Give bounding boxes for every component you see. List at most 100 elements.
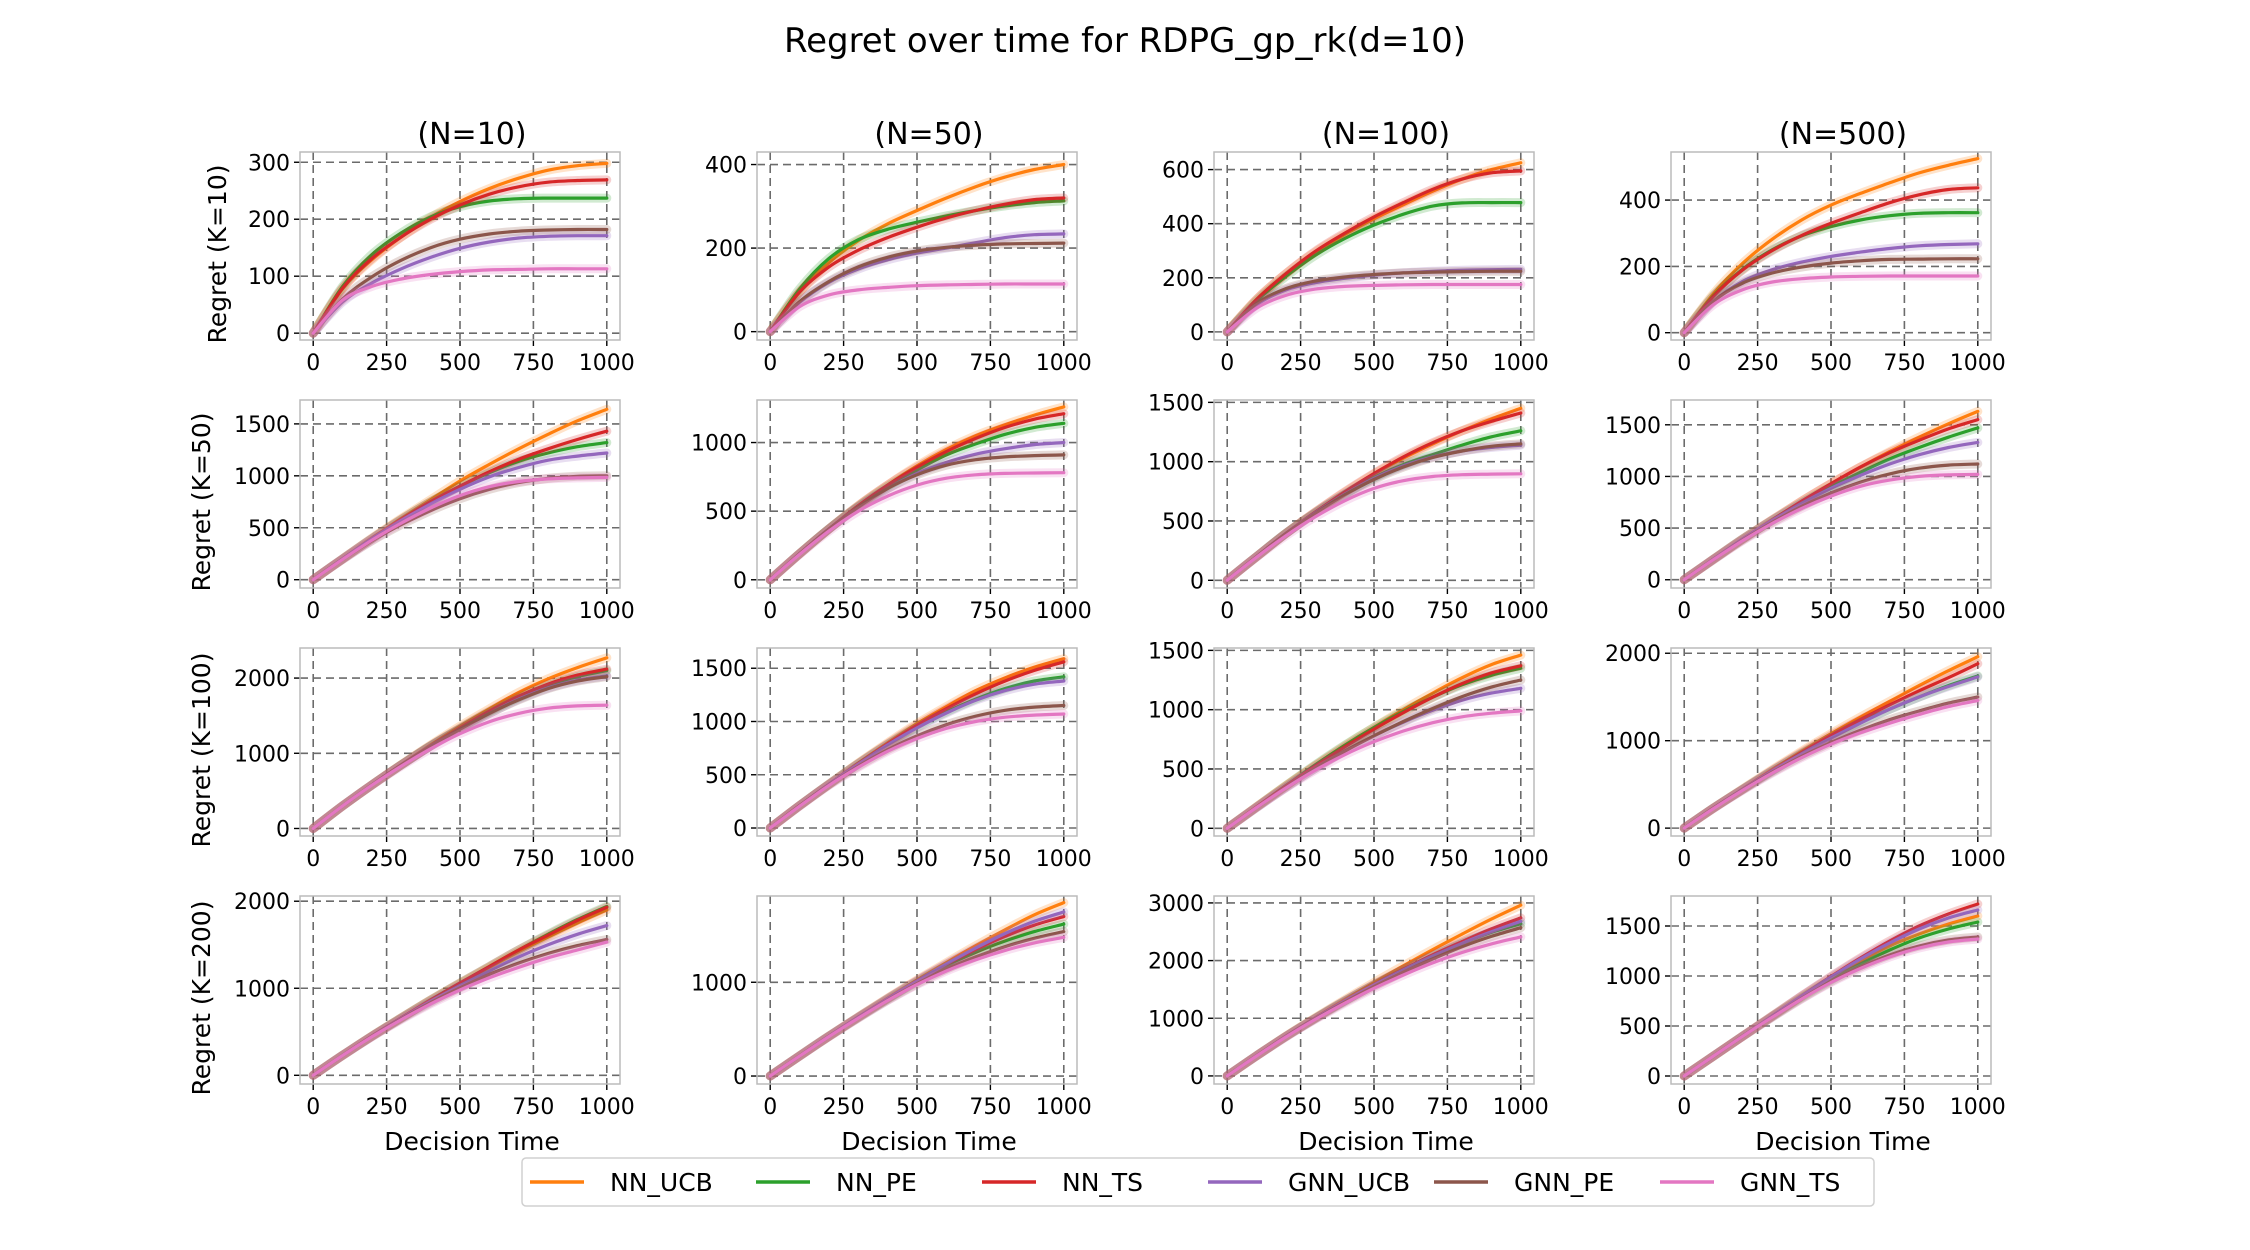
y-tick-label: 2000: [234, 667, 290, 692]
x-tick-label: 1000: [1036, 1095, 1092, 1120]
series-line-gnn-pe: [1225, 269, 1523, 334]
x-tick-label: 250: [366, 351, 408, 376]
subplot-r3-c3: 0 250 500 750 1000 0 500 1000 1500: [1148, 639, 1549, 872]
y-tick-label: 0: [1190, 1065, 1204, 1090]
axes-frame: [299, 151, 621, 341]
x-tick-label: 250: [1737, 847, 1779, 872]
x-tick-label: 0: [763, 1095, 777, 1120]
x-tick-label: 500: [439, 599, 481, 624]
x-tick-label: 500: [896, 351, 938, 376]
x-tick-label: 500: [439, 847, 481, 872]
axes-frame: [1213, 399, 1535, 589]
axes-frame: [299, 895, 621, 1085]
series-line-gnn-ts: [1682, 472, 1980, 582]
y-tick-label: 300: [248, 151, 290, 176]
legend-frame: [521, 1157, 1875, 1207]
series-line-nn-ts: [768, 196, 1066, 334]
y-tick-label: 500: [1162, 758, 1204, 783]
subplot-r2-c2: 0 250 500 750 1000 0 500 1000: [691, 399, 1092, 624]
axes-frame: [756, 895, 1078, 1085]
series-line-nn-pe: [768, 199, 1066, 334]
y-tick-label: 0: [276, 322, 290, 347]
x-tick-label: 750: [1883, 847, 1925, 872]
x-tick-label: 500: [1810, 351, 1852, 376]
axes-frame: [1670, 399, 1992, 589]
subplot-r1-c3: 0 250 500 750 1000 0 200 400 600: [1162, 151, 1549, 376]
x-tick-label: 250: [1737, 1095, 1779, 1120]
axes-frame: [1670, 895, 1992, 1085]
x-tick-label: 1000: [1493, 351, 1549, 376]
x-tick-label: 0: [1220, 351, 1234, 376]
x-tick-label: 750: [1426, 351, 1468, 376]
x-tick-label: 250: [1280, 847, 1322, 872]
x-tick-label: 250: [366, 1095, 408, 1120]
y-tick-label: 1500: [234, 413, 290, 438]
x-tick-label: 500: [1353, 847, 1395, 872]
xlabel-col-4: Decision Time: [1755, 1127, 1931, 1156]
x-tick-label: 750: [1426, 599, 1468, 624]
y-tick-label: 1500: [1148, 391, 1204, 416]
y-tick-label: 200: [248, 208, 290, 233]
y-tick-label: 400: [1619, 189, 1661, 214]
x-tick-label: 0: [306, 1095, 320, 1120]
series-line-gnn-ts: [311, 475, 609, 582]
x-tick-label: 0: [1677, 1095, 1691, 1120]
axes-frame: [756, 151, 1078, 341]
y-tick-label: 0: [276, 569, 290, 594]
x-tick-label: 250: [366, 599, 408, 624]
y-tick-label: 1000: [691, 710, 747, 735]
row-label-k10: Regret (K=10): [203, 164, 232, 343]
x-tick-label: 0: [306, 847, 320, 872]
x-tick-label: 500: [1810, 599, 1852, 624]
x-tick-label: 750: [1426, 847, 1468, 872]
series-line-gnn-ts: [1225, 935, 1523, 1078]
legend-item-nn-ucb: NN_UCB: [530, 1168, 713, 1197]
series-line-nn-ucb: [1682, 157, 1980, 335]
y-tick-label: 3000: [1148, 892, 1204, 917]
x-tick-label: 1000: [579, 351, 635, 376]
subplot-r3-c1: 0 250 500 750 1000 0 1000 2000: [234, 647, 635, 872]
y-tick-label: 0: [276, 817, 290, 842]
series-line-nn-ucb: [768, 162, 1066, 334]
x-tick-label: 250: [366, 847, 408, 872]
y-tick-label: 200: [1619, 255, 1661, 280]
y-tick-label: 1000: [1148, 699, 1204, 724]
x-tick-label: 750: [512, 847, 554, 872]
x-tick-label: 750: [512, 351, 554, 376]
row-labels: Regret (K=10) Regret (K=50) Regret (K=10…: [187, 164, 232, 1095]
x-tick-label: 1000: [1493, 847, 1549, 872]
x-tick-label: 500: [1353, 1095, 1395, 1120]
axes-frame: [299, 647, 621, 837]
x-tick-label: 500: [896, 847, 938, 872]
legend-label: NN_PE: [836, 1168, 917, 1197]
axes-frame: [1670, 647, 1992, 837]
x-tick-label: 1000: [1036, 599, 1092, 624]
series-line-nn-ts: [1225, 169, 1523, 334]
x-tick-label: 1000: [1036, 847, 1092, 872]
y-tick-label: 2000: [234, 890, 290, 915]
series-line-gnn-ts: [1225, 472, 1523, 582]
x-tick-label: 0: [1677, 847, 1691, 872]
x-tick-label: 500: [439, 1095, 481, 1120]
x-tick-label: 0: [763, 599, 777, 624]
x-tick-label: 0: [306, 599, 320, 624]
y-tick-label: 2000: [1605, 642, 1661, 667]
series-line-nn-ts: [1682, 186, 1980, 335]
series-line-gnn-ts: [1225, 282, 1523, 334]
x-tick-label: 1000: [1950, 351, 2006, 376]
x-tick-label: 750: [969, 599, 1011, 624]
x-tick-label: 0: [1677, 351, 1691, 376]
series-line-gnn-pe: [311, 227, 609, 335]
x-tick-label: 500: [439, 351, 481, 376]
subplot-r1-c1: 0 250 500 750 1000 0 100 200 300: [248, 151, 635, 376]
y-tick-label: 400: [705, 154, 747, 179]
y-tick-label: 500: [705, 764, 747, 789]
x-tick-label: 1000: [1950, 847, 2006, 872]
y-tick-label: 1000: [234, 465, 290, 490]
x-tick-label: 750: [1426, 1095, 1468, 1120]
y-tick-label: 1500: [1605, 414, 1661, 439]
y-tick-label: 0: [276, 1064, 290, 1089]
series-line-nn-pe: [1225, 200, 1523, 334]
row-label-k50: Regret (K=50): [187, 412, 216, 591]
